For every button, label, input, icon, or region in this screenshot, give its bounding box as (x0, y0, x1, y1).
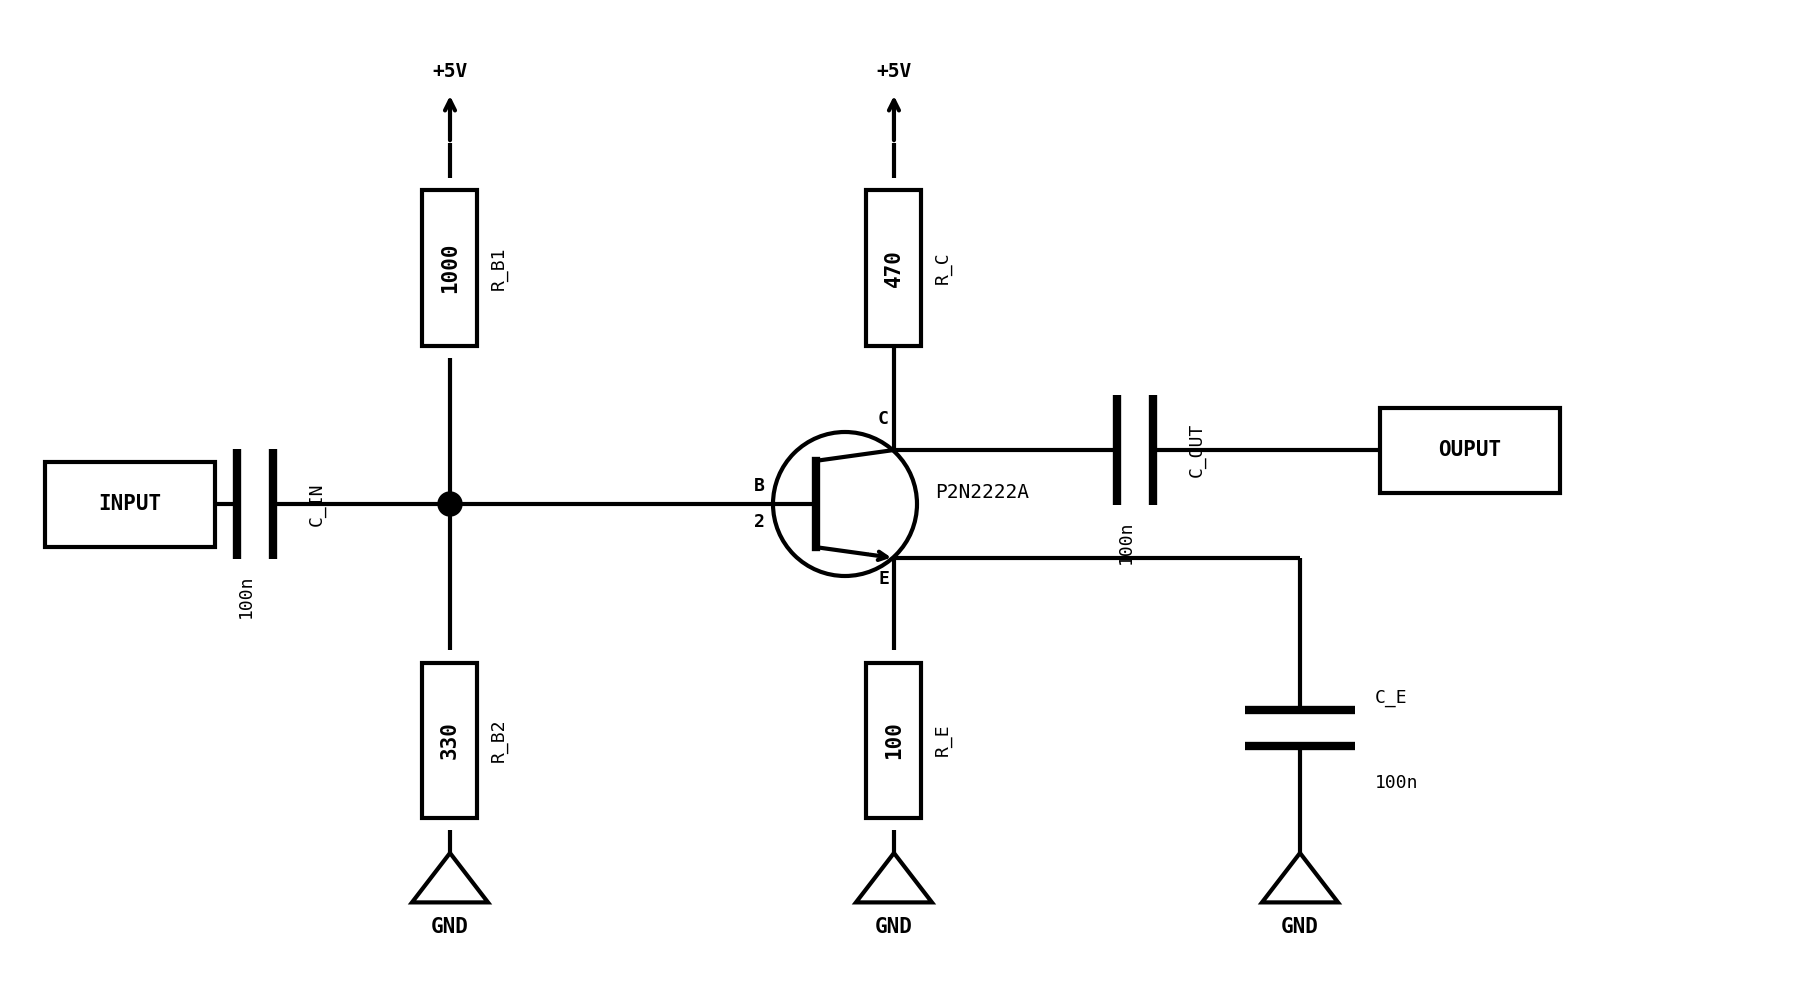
Text: R_C: R_C (934, 252, 952, 284)
Text: 470: 470 (885, 249, 905, 287)
Text: GND: GND (431, 917, 470, 937)
Text: 100n: 100n (237, 574, 255, 618)
Bar (866, 662, 921, 817)
Bar (1380, 407, 1560, 493)
Text: INPUT: INPUT (98, 494, 162, 514)
Bar (46, 462, 215, 546)
Bar (422, 191, 477, 346)
Text: C: C (877, 410, 888, 428)
Text: 330: 330 (440, 721, 460, 759)
Text: GND: GND (1281, 917, 1320, 937)
Text: +5V: +5V (877, 62, 912, 81)
Text: GND: GND (875, 917, 914, 937)
Text: +5V: +5V (433, 62, 468, 81)
Bar (422, 662, 477, 817)
Text: P2N2222A: P2N2222A (935, 483, 1028, 502)
Text: OUPUT: OUPUT (1438, 440, 1501, 460)
Text: 1000: 1000 (440, 243, 460, 293)
Text: C_OUT: C_OUT (1188, 422, 1207, 477)
Bar (866, 191, 921, 346)
Text: 100n: 100n (1374, 774, 1418, 792)
Circle shape (439, 492, 462, 516)
Text: R_E: R_E (934, 724, 952, 756)
Text: C_IN: C_IN (308, 482, 326, 526)
Text: 100: 100 (885, 721, 905, 759)
Text: 2: 2 (753, 513, 764, 531)
Text: R_B1: R_B1 (490, 246, 508, 289)
Text: R_B2: R_B2 (490, 719, 508, 762)
Text: C_E: C_E (1374, 689, 1407, 707)
Text: B: B (753, 477, 764, 495)
Text: 100n: 100n (1117, 520, 1136, 563)
Text: E: E (877, 570, 888, 588)
